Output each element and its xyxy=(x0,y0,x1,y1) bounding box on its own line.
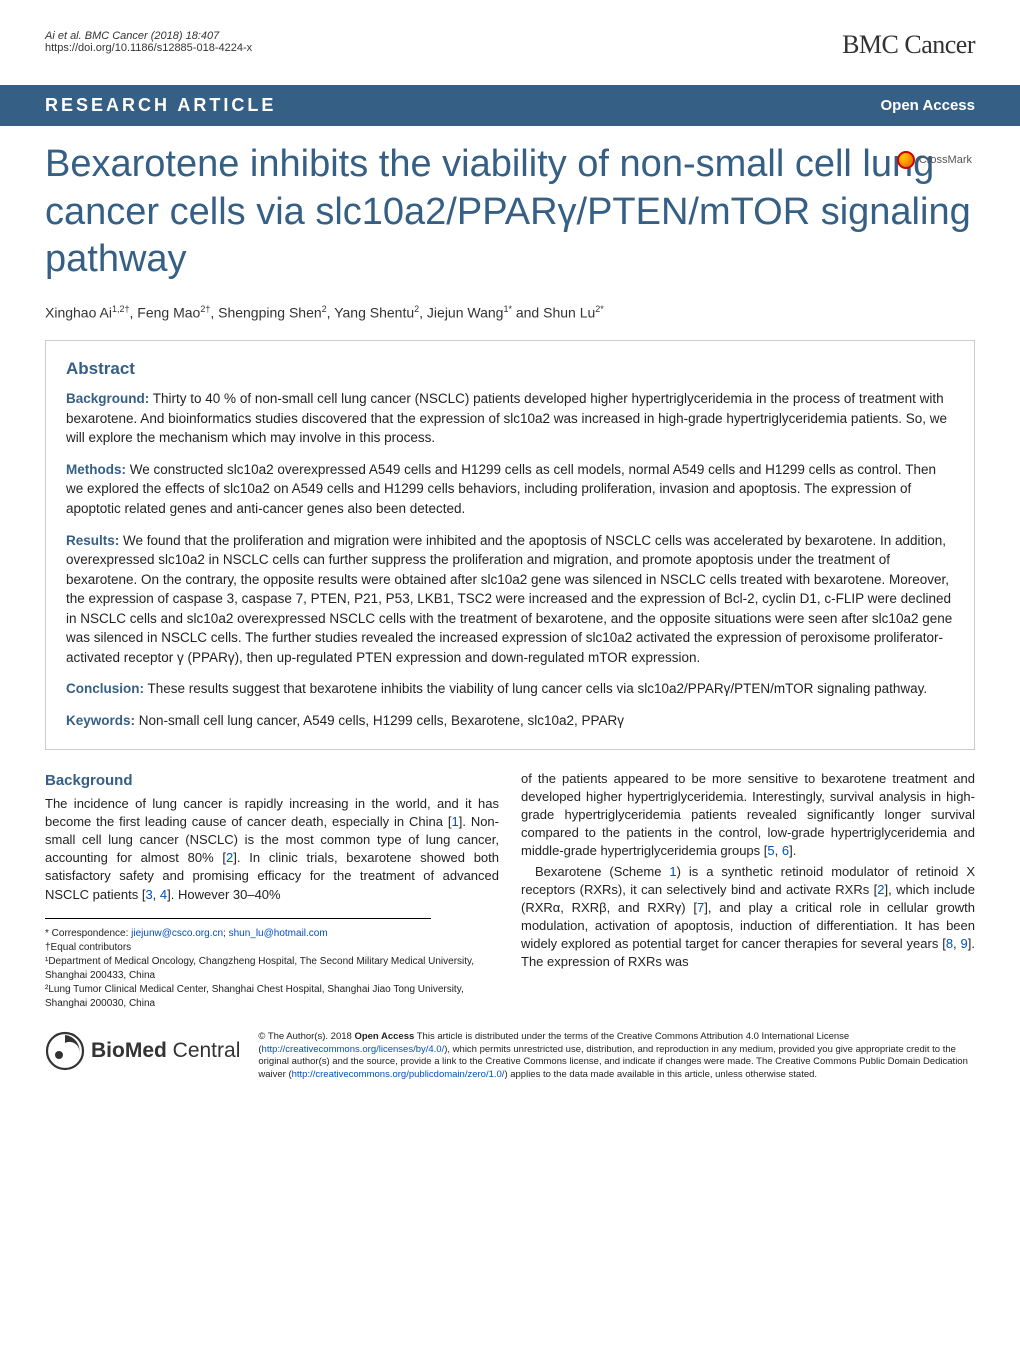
abs-results-label: Results: xyxy=(66,533,119,548)
corr-equal: †Equal contributors xyxy=(45,941,499,955)
article-type: RESEARCH ARTICLE xyxy=(45,95,276,116)
corr-line1: * Correspondence: jiejunw@csco.org.cn; s… xyxy=(45,927,499,941)
journal-name: BMC Cancer xyxy=(842,30,975,60)
abs-methods-label: Methods: xyxy=(66,462,126,477)
header-row: Ai et al. BMC Cancer (2018) 18:407 https… xyxy=(45,30,975,60)
authors-line: Xinghao Ai1,2†, Feng Mao2†, Shengping Sh… xyxy=(0,289,1020,331)
header-left: Ai et al. BMC Cancer (2018) 18:407 https… xyxy=(45,30,252,54)
license-text: © The Author(s). 2018 Open Access This a… xyxy=(258,1031,975,1082)
background-heading: Background xyxy=(45,770,499,791)
body-p1: The incidence of lung cancer is rapidly … xyxy=(45,795,499,904)
crossmark-text: CrossMark xyxy=(919,154,972,166)
ref-8[interactable]: 8 xyxy=(946,936,953,951)
abs-results-text: We found that the proliferation and migr… xyxy=(66,533,952,665)
column-right: of the patients appeared to be more sens… xyxy=(521,770,975,1011)
abs-conclusion-text: These results suggest that bexarotene in… xyxy=(148,681,928,696)
corr-email-1[interactable]: jiejunw@csco.org.cn xyxy=(131,928,223,939)
abs-conclusion-label: Conclusion: xyxy=(66,681,144,696)
license-link-cc-by[interactable]: http://creativecommons.org/licenses/by/4… xyxy=(262,1044,445,1055)
abstract-box: Abstract Background: Thirty to 40 % of n… xyxy=(45,340,975,749)
crossmark-badge[interactable]: CrossMark xyxy=(897,151,972,169)
article-title: Bexarotene inhibits the viability of non… xyxy=(45,141,975,284)
ref-1[interactable]: 1 xyxy=(451,814,458,829)
abs-keywords-text: Non-small cell lung cancer, A549 cells, … xyxy=(139,713,624,728)
crossmark-icon xyxy=(897,151,915,169)
corr-email-2[interactable]: shun_lu@hotmail.com xyxy=(229,928,328,939)
license-link-cc0[interactable]: http://creativecommons.org/publicdomain/… xyxy=(292,1069,505,1080)
abs-keywords-label: Keywords: xyxy=(66,713,135,728)
abstract-background: Background: Thirty to 40 % of non-small … xyxy=(66,389,954,448)
bmc-logo-bold: BioMed xyxy=(91,1039,167,1062)
ref-5[interactable]: 5 xyxy=(767,843,774,858)
license-open-access: Open Access xyxy=(354,1031,414,1042)
page-header: Ai et al. BMC Cancer (2018) 18:407 https… xyxy=(0,0,1020,70)
abstract-methods: Methods: We constructed slc10a2 overexpr… xyxy=(66,460,954,519)
footer: BioMed Central © The Author(s). 2018 Ope… xyxy=(0,1011,1020,1112)
abstract-keywords: Keywords: Non-small cell lung cancer, A5… xyxy=(66,711,954,731)
ref-9[interactable]: 9 xyxy=(961,936,968,951)
ref-3[interactable]: 3 xyxy=(145,887,152,902)
article-type-bar: RESEARCH ARTICLE Open Access xyxy=(0,85,1020,126)
abstract-heading: Abstract xyxy=(66,359,954,379)
citation: Ai et al. BMC Cancer (2018) 18:407 xyxy=(45,30,252,42)
title-block: CrossMark Bexarotene inhibits the viabil… xyxy=(0,126,1020,289)
ref-6[interactable]: 6 xyxy=(782,843,789,858)
column-left: Background The incidence of lung cancer … xyxy=(45,770,499,1011)
bmc-logo-rest: Central xyxy=(167,1039,241,1062)
bmc-logo: BioMed Central xyxy=(45,1031,240,1071)
correspondence-divider xyxy=(45,918,431,919)
corr-aff-1: ¹Department of Medical Oncology, Changzh… xyxy=(45,955,499,983)
bmc-swirl-icon xyxy=(45,1031,85,1071)
ref-2b[interactable]: 2 xyxy=(877,882,884,897)
body-p3: Bexarotene (Scheme 1) is a synthetic ret… xyxy=(521,863,975,972)
bmc-logo-text: BioMed Central xyxy=(91,1039,240,1063)
scheme-ref-1[interactable]: 1 xyxy=(669,864,676,879)
body-p2: of the patients appeared to be more sens… xyxy=(521,770,975,861)
doi: https://doi.org/10.1186/s12885-018-4224-… xyxy=(45,42,252,54)
abstract-conclusion: Conclusion: These results suggest that b… xyxy=(66,679,954,699)
corr-aff-2: ²Lung Tumor Clinical Medical Center, Sha… xyxy=(45,983,499,1011)
abs-background-text: Thirty to 40 % of non-small cell lung ca… xyxy=(66,391,947,445)
abs-methods-text: We constructed slc10a2 overexpressed A54… xyxy=(66,462,936,516)
abs-background-label: Background: xyxy=(66,391,149,406)
open-access-label: Open Access xyxy=(881,97,976,114)
abstract-results: Results: We found that the proliferation… xyxy=(66,531,954,668)
correspondence-block: * Correspondence: jiejunw@csco.org.cn; s… xyxy=(45,927,499,1011)
body-columns: Background The incidence of lung cancer … xyxy=(0,770,1020,1011)
